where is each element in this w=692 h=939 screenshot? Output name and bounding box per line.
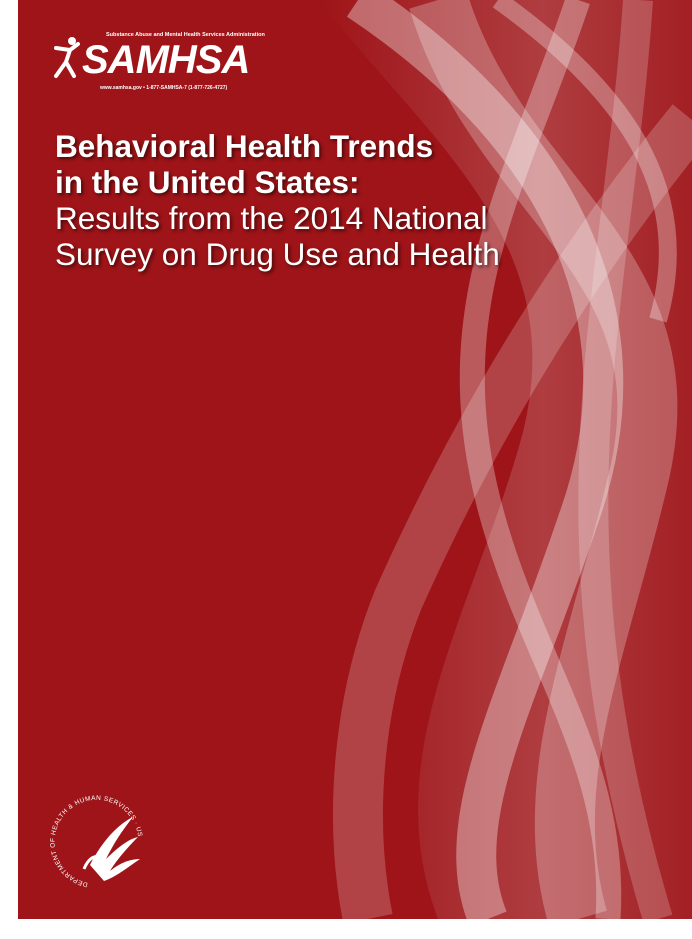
swirl: [459, 0, 622, 919]
swirl: [578, 0, 673, 919]
logo-name: SAMHSA: [82, 38, 250, 82]
eagle-symbol: [90, 817, 140, 881]
swirl: [318, 0, 692, 919]
subtitle-line: Results from the 2014 National: [55, 200, 488, 236]
logo-tagline: Substance Abuse and Mental Health Servic…: [106, 32, 265, 38]
swirl: [492, 0, 677, 323]
swirl: [346, 0, 624, 919]
swirl: [409, 0, 678, 919]
subtitle-line: Survey on Drug Use and Health: [55, 236, 500, 272]
swirl: [333, 104, 692, 919]
background-swirls: DEPARTMENT OF HEALTH & HUMAN SERVICES · …: [49, 0, 692, 919]
title-line: in the United States:: [55, 164, 360, 200]
heading: Behavioral Health Trends in the United S…: [55, 128, 500, 272]
hhs-seal: DEPARTMENT OF HEALTH & HUMAN SERVICES · …: [49, 795, 142, 888]
logo-figure: [54, 37, 80, 78]
title-line: Behavioral Health Trends: [55, 128, 434, 164]
logo-body: [54, 42, 80, 78]
logo-contact: www.samhsa.gov • 1-877-SAMHSA-7 (1-877-7…: [100, 85, 228, 91]
cover: DEPARTMENT OF HEALTH & HUMAN SERVICES · …: [18, 0, 692, 919]
logo-head: [68, 37, 76, 45]
eagle-head: [82, 855, 101, 870]
